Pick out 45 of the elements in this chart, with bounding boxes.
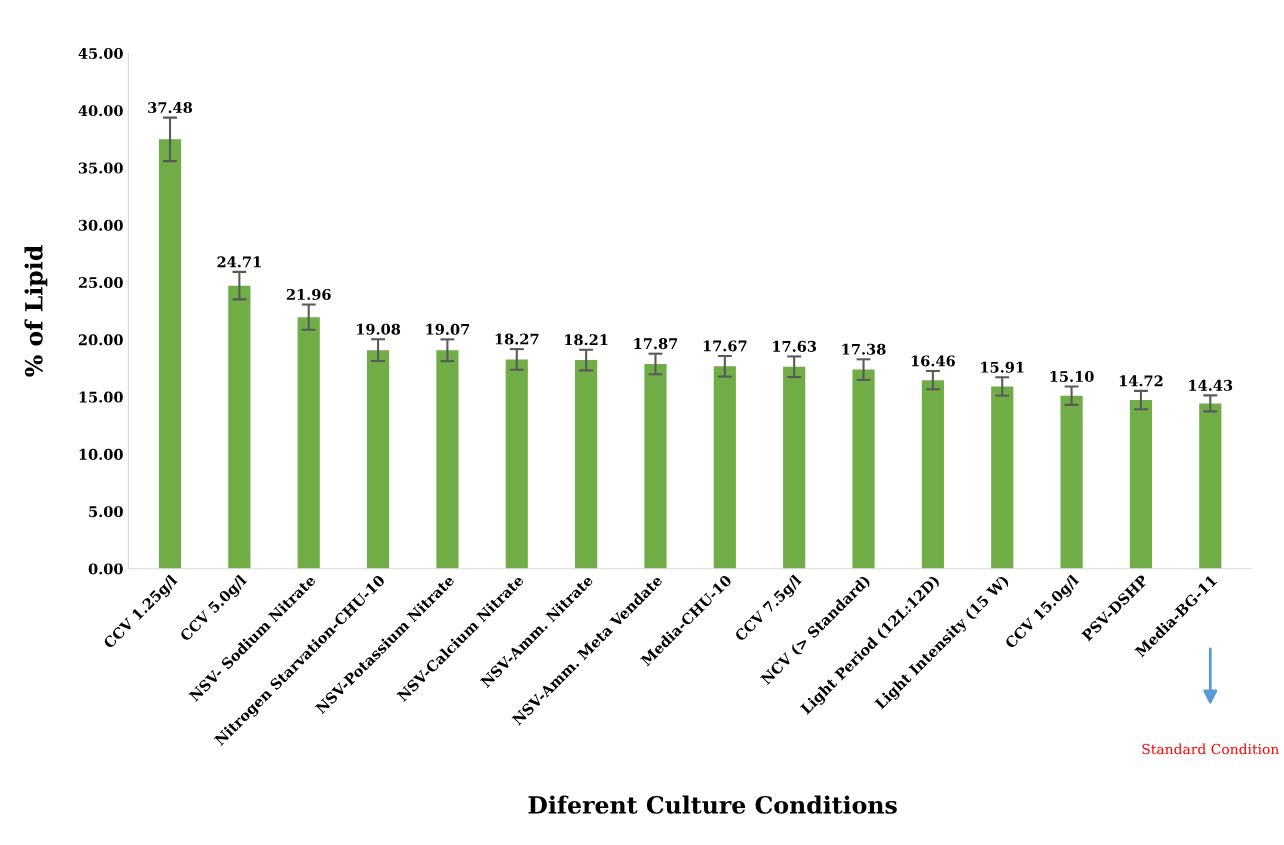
- bar: [297, 317, 320, 569]
- bar: [575, 360, 598, 569]
- y-tick-label: 30.00: [78, 219, 123, 231]
- data-label: 19.08: [357, 323, 401, 335]
- data-label: 14.72: [1119, 375, 1163, 387]
- data-label: 17.38: [842, 343, 886, 355]
- bar: [783, 366, 806, 569]
- data-label: 15.91: [981, 361, 1024, 373]
- y-tick-label: 45.00: [78, 47, 123, 59]
- y-tick-label: 40.00: [78, 105, 123, 117]
- bar: [1199, 403, 1222, 569]
- data-label: 14.43: [1189, 379, 1233, 391]
- bar: [436, 350, 459, 569]
- data-label: 17.63: [773, 340, 817, 352]
- bar: [158, 139, 182, 569]
- y-tick-label: 5.00: [89, 506, 123, 518]
- bar: [991, 386, 1014, 569]
- y-tick-label: 20.00: [78, 334, 123, 346]
- bar: [713, 366, 736, 569]
- data-label: 37.48: [148, 102, 193, 114]
- data-label: 17.67: [703, 340, 747, 352]
- data-label: 18.21: [565, 334, 608, 346]
- bar: [228, 285, 251, 569]
- data-label: 15.10: [1050, 370, 1094, 383]
- data-label: 24.71: [217, 256, 261, 268]
- bar: [644, 363, 667, 569]
- bar: [366, 350, 390, 569]
- data-label: 17.87: [634, 338, 678, 350]
- y-tick-label: 10.00: [79, 448, 123, 460]
- data-label: 16.46: [911, 355, 955, 367]
- x-axis-title: Diferent Culture Conditions: [528, 795, 897, 814]
- bar: [1060, 395, 1083, 569]
- bar: [852, 369, 875, 569]
- data-label: 19.07: [426, 323, 470, 335]
- y-tick-label: 35.00: [78, 162, 123, 174]
- data-label: 21.96: [286, 288, 331, 300]
- bar: [505, 359, 528, 569]
- y-tick-label: 15.00: [79, 391, 123, 403]
- bar: [1129, 400, 1153, 569]
- y-axis-title: % of Lipid: [24, 245, 48, 377]
- text: Standard Condition: [1142, 743, 1279, 755]
- bar: [921, 380, 944, 569]
- y-tick-label: 0.00: [88, 563, 123, 575]
- y-tick-label: 25.00: [78, 277, 123, 289]
- data-label: 18.27: [495, 333, 539, 345]
